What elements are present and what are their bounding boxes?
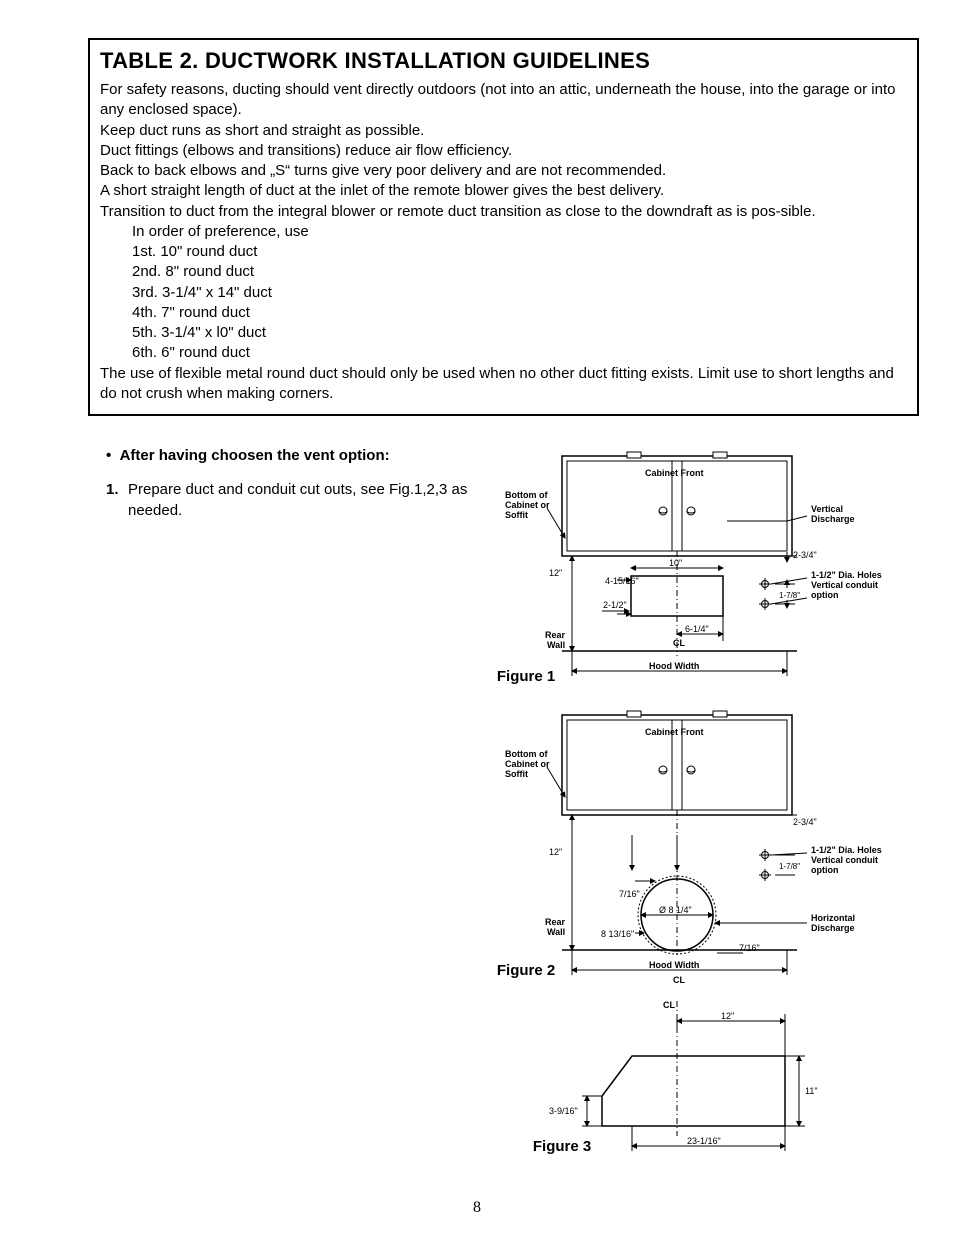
f2-dim-716b: 7/16" <box>739 943 760 953</box>
figure-2-diagram: Cabinet Front Bottom of Cabinet or Soffi… <box>487 705 917 995</box>
table-body: For safety reasons, ducting should vent … <box>100 80 907 404</box>
f2-horiz-1: Horizontal <box>811 913 855 923</box>
f1-bottom-cab-1: Bottom of <box>505 490 548 500</box>
pref-intro: In order of preference, use <box>132 222 907 242</box>
duct-4: 4th. 7" round duct <box>132 303 907 323</box>
para-1: For safety reasons, ducting should vent … <box>100 80 907 121</box>
f1-holes-3: option <box>811 590 839 600</box>
f2-holes-3: option <box>811 865 839 875</box>
duct-2: 2nd. 8" round duct <box>132 262 907 282</box>
bullet-line: • After having choosen the vent option: <box>106 446 487 466</box>
duct-preference-list: In order of preference, use 1st. 10" rou… <box>100 222 907 364</box>
f2-cabinet-front: Cabinet Front <box>645 727 704 737</box>
f1-holes-1: 1-1/2" Dia. Holes <box>811 570 882 580</box>
f1-vert-disch-2: Discharge <box>811 514 855 524</box>
f2-horiz-2: Discharge <box>811 923 855 933</box>
para-4: Back to back elbows and „S“ turns give v… <box>100 161 907 181</box>
duct-6: 6th. 6" round duct <box>132 343 907 363</box>
f2-bottom-cab-2: Cabinet or <box>505 759 550 769</box>
f2-dim-178: 1-7/8" <box>779 862 800 871</box>
f1-dim-234: 2-3/4" <box>793 550 817 560</box>
duct-5: 5th. 3-1/4" x l0" duct <box>132 323 907 343</box>
step-num: 1. <box>106 480 128 521</box>
f3-dim-12: 12" <box>721 1011 734 1021</box>
bullet-text: After having choosen the vent option <box>120 447 385 464</box>
f3-dim-11: 11" <box>805 1086 818 1096</box>
duct-3: 3rd. 3-1/4" x 14" duct <box>132 283 907 303</box>
table-2-box: TABLE 2. DUCTWORK INSTALLATION GUIDELINE… <box>88 38 919 416</box>
f1-dim-178: 1-7/8" <box>779 591 800 600</box>
step-text: Prepare duct and conduit cut outs, see F… <box>128 480 487 521</box>
f1-holes-2: Vertical conduit <box>811 580 878 590</box>
figure-1-diagram: Cabinet Front Bottom of Cabinet or Soffi… <box>487 446 917 706</box>
f1-dim-212: 2-1/2" <box>603 600 627 610</box>
page-number: 8 <box>0 1199 954 1217</box>
f1-dim-10: 10" <box>669 558 682 568</box>
f2-holes-1: 1-1/2" Dia. Holes <box>811 845 882 855</box>
f1-dim-12: 12" <box>549 568 562 578</box>
f1-rear-wall-2: Wall <box>547 640 565 650</box>
f2-bottom-cab-3: Soffit <box>505 769 528 779</box>
f2-dim-814: Ø 8 1/4" <box>659 905 692 915</box>
f1-rear-wall-1: Rear <box>545 630 566 640</box>
f1-cl: CL <box>673 638 685 648</box>
f3-dim-3916: 3-9/16" <box>549 1106 578 1116</box>
f2-bottom-cab-1: Bottom of <box>505 749 548 759</box>
f2-rear-wall-2: Wall <box>547 927 565 937</box>
para-6: Transition to duct from the integral blo… <box>100 202 907 222</box>
f1-cabinet-front: Cabinet Front <box>645 468 704 478</box>
figure-3-label: Figure 3 <box>533 1138 591 1155</box>
f1-dim-614: 6-1/4" <box>685 624 709 634</box>
f1-bottom-cab-2: Cabinet or <box>505 500 550 510</box>
step-1: 1. Prepare duct and conduit cut outs, se… <box>106 480 487 521</box>
f3-cl: CL <box>663 1000 675 1010</box>
lower-section: • After having choosen the vent option: … <box>88 446 919 1171</box>
duct-1: 1st. 10" round duct <box>132 242 907 262</box>
para-2: Keep duct runs as short and straight as … <box>100 121 907 141</box>
f2-dim-234: 2-3/4" <box>793 817 817 827</box>
para-5: A short straight length of duct at the i… <box>100 181 907 201</box>
f1-bottom-cab-3: Soffit <box>505 510 528 520</box>
f2-dim-81316: 8 13/16" <box>601 929 634 939</box>
para-7: The use of flexible metal round duct sho… <box>100 364 907 405</box>
f2-hood-width: Hood Width <box>649 960 699 970</box>
f2-holes-2: Vertical conduit <box>811 855 878 865</box>
figure-2-label: Figure 2 <box>497 962 555 979</box>
f2-rear-wall-1: Rear <box>545 917 566 927</box>
figure-1-label: Figure 1 <box>497 668 555 685</box>
table-title: TABLE 2. DUCTWORK INSTALLATION GUIDELINE… <box>100 48 907 74</box>
left-column: • After having choosen the vent option: … <box>88 446 487 1171</box>
f1-dim-415: 4-15/16" <box>605 576 639 586</box>
figures-column: Cabinet Front Bottom of Cabinet or Soffi… <box>487 446 919 1171</box>
f2-cl: CL <box>673 975 685 985</box>
f1-hood-width: Hood Width <box>649 661 699 671</box>
f2-dim-716a: 7/16" <box>619 889 640 899</box>
f2-dim-12: 12" <box>549 847 562 857</box>
f1-vert-disch-1: Vertical <box>811 504 843 514</box>
f3-dim-23116: 23-1/16" <box>687 1136 721 1146</box>
para-3: Duct fittings (elbows and transitions) r… <box>100 141 907 161</box>
